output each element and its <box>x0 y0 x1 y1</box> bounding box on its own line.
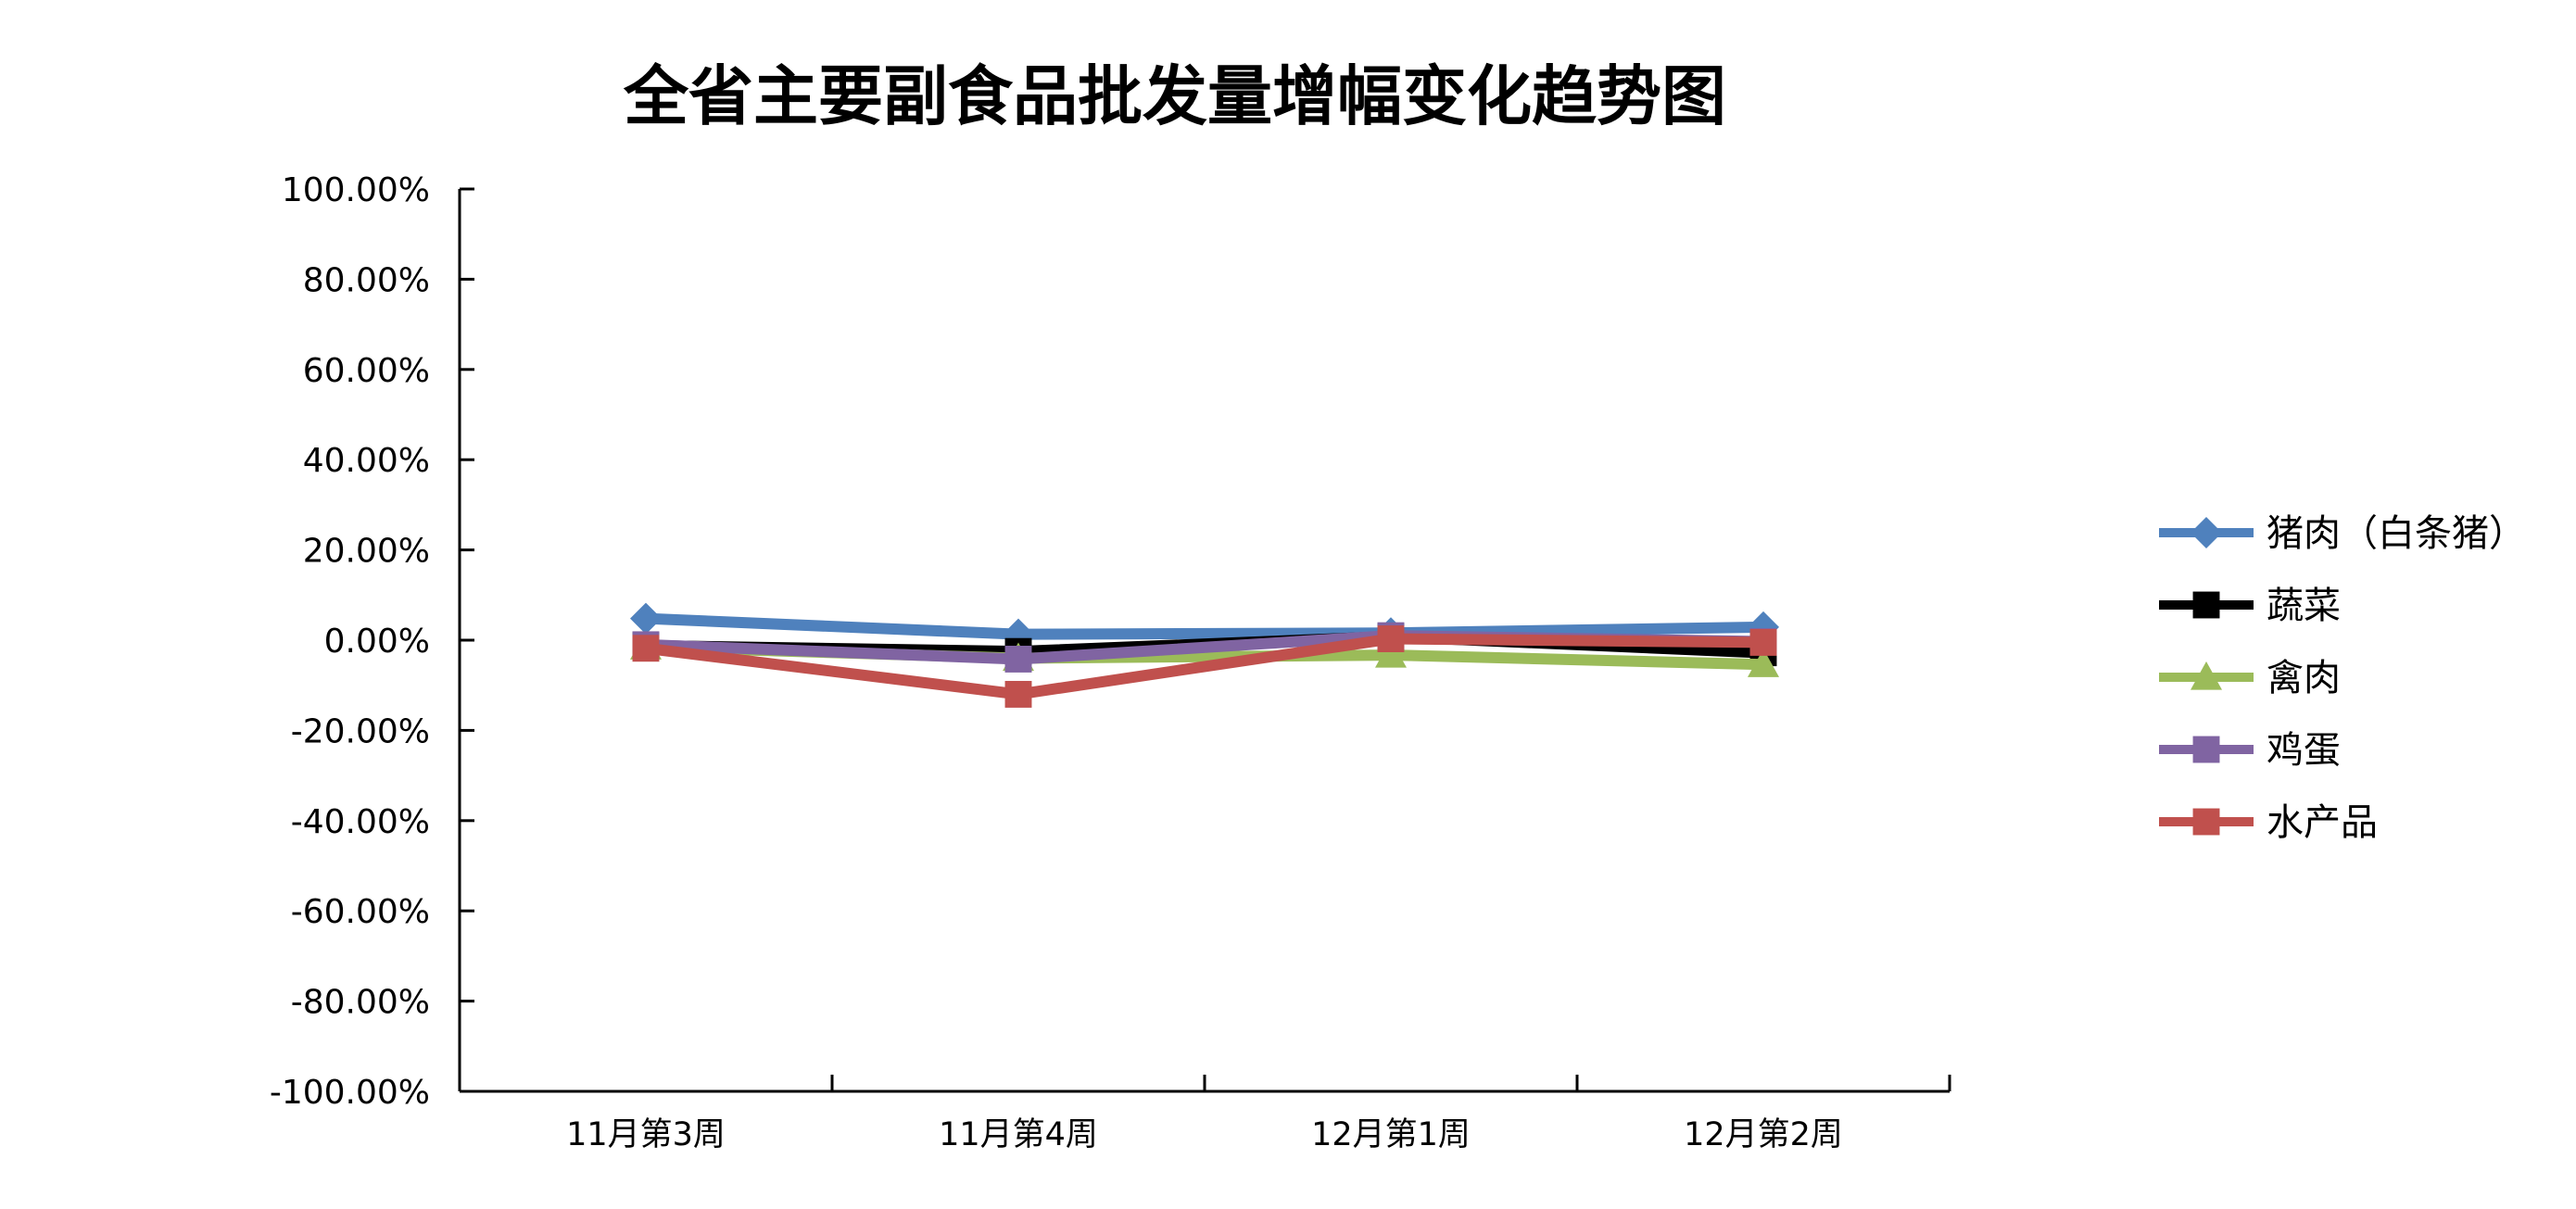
data-point <box>1377 625 1405 652</box>
data-point <box>1004 680 1032 708</box>
legend-label: 蔬菜 <box>2267 585 2341 627</box>
y-tick-label: 20.00% <box>303 533 430 571</box>
y-tick-label: -20.00% <box>291 712 430 750</box>
x-tick-label: 12月第2周 <box>1684 1116 1843 1153</box>
data-point <box>632 635 660 662</box>
legend-item: 蔬菜 <box>2159 585 2341 627</box>
y-tick-label: 100.00% <box>282 171 430 209</box>
legend-marker <box>2192 808 2220 836</box>
legend-item: 禽肉 <box>2159 657 2341 699</box>
data-point <box>630 602 662 635</box>
legend-marker <box>2191 517 2222 548</box>
y-tick-label: 0.00% <box>324 623 430 661</box>
series-layer <box>630 602 1779 708</box>
legend-label: 禽肉 <box>2267 657 2341 699</box>
y-tick-label: 40.00% <box>303 442 430 480</box>
data-point <box>1004 646 1032 673</box>
series-line <box>645 612 1764 640</box>
legend-label: 鸡蛋 <box>2267 729 2341 772</box>
legend-item: 猪肉（白条猪） <box>2159 512 2526 555</box>
x-axis-ticks: 11月第3周 11月第4周 12月第1周 12月第2周 <box>458 1075 1951 1153</box>
y-tick-label: 80.00% <box>303 261 430 299</box>
y-tick-label: -100.00% <box>270 1074 430 1112</box>
y-axis-ticks: 100.00% 80.00% 60.00% 40.00% 20.00% 0.00% -20.… <box>270 171 474 1112</box>
legend-label: 水产品 <box>2267 801 2378 844</box>
data-point <box>1749 628 1777 656</box>
y-tick-label: -60.00% <box>291 893 430 931</box>
x-tick-label: 11月第4周 <box>939 1116 1098 1153</box>
x-tick-label: 11月第3周 <box>566 1116 726 1153</box>
y-tick-label: 60.00% <box>303 352 430 390</box>
legend-label: 猪肉（白条猪） <box>2267 512 2526 555</box>
x-tick-label: 12月第1周 <box>1311 1116 1471 1153</box>
legend-marker <box>2192 736 2220 763</box>
legend-item: 鸡蛋 <box>2159 729 2341 772</box>
series-line <box>645 633 1764 700</box>
data-point <box>1375 639 1407 668</box>
legend-marker <box>2191 661 2222 690</box>
y-tick-label: -80.00% <box>291 984 430 1022</box>
chart-title: 全省主要副食品批发量增幅变化趋势图 <box>623 57 1726 134</box>
data-point <box>1748 649 1779 677</box>
legend-item: 水产品 <box>2159 801 2378 844</box>
series-4 <box>632 625 1777 708</box>
y-tick-label: -40.00% <box>291 803 430 841</box>
legend-marker <box>2192 591 2220 619</box>
